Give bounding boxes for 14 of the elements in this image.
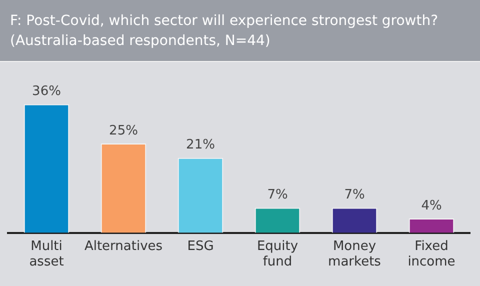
data-label: 7% bbox=[344, 188, 365, 203]
x-tick-label: Money markets bbox=[328, 238, 382, 270]
x-tick-label: Equity fund bbox=[256, 238, 298, 270]
chart-title: F: Post-Covid, which sector will experience strongest growth? bbox=[10, 12, 440, 31]
data-label: 21% bbox=[186, 138, 215, 153]
x-tick-label: Multi asset bbox=[29, 238, 64, 270]
data-label: 4% bbox=[421, 198, 442, 214]
x-tick-label: Fixed income bbox=[408, 238, 456, 270]
x-tick-label: Alternatives bbox=[84, 238, 163, 254]
data-label: 36% bbox=[32, 84, 61, 100]
chart-subtitle: (Australia-based respondents, N=44) bbox=[10, 32, 272, 51]
data-label: 7% bbox=[267, 188, 288, 203]
data-label: 25% bbox=[109, 123, 138, 138]
x-tick-label: ESG bbox=[187, 238, 214, 254]
